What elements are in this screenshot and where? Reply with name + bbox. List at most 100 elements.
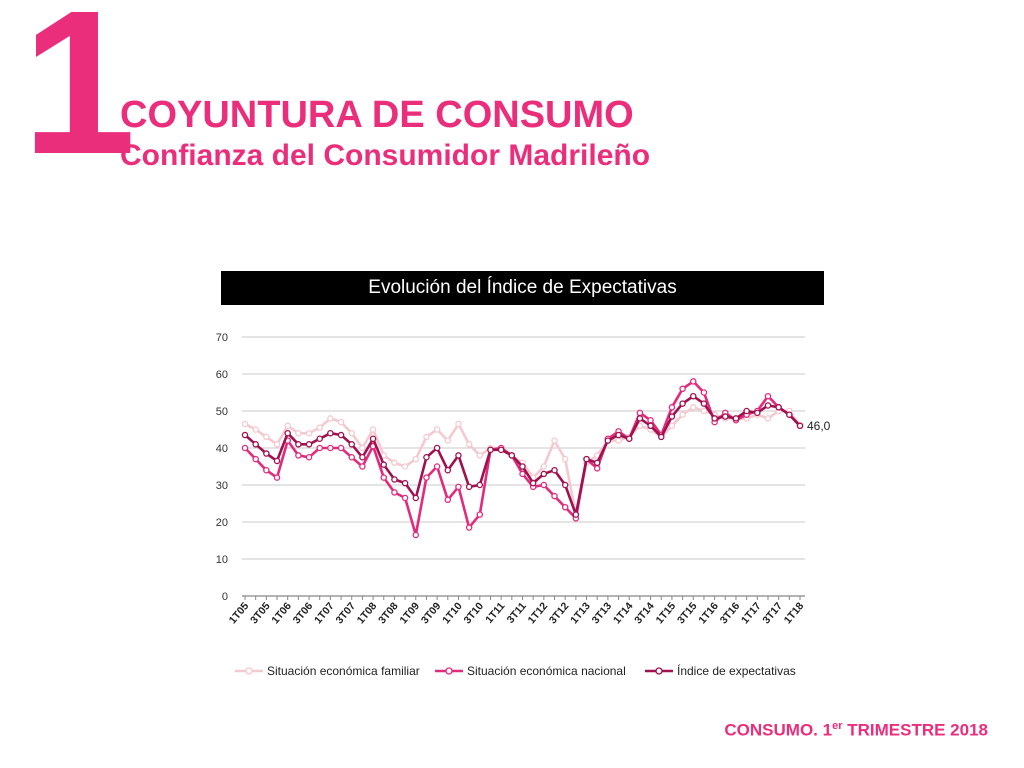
y-tick-label: 40 <box>216 443 228 455</box>
data-point <box>263 450 270 457</box>
data-point <box>327 415 334 422</box>
data-point <box>369 435 377 443</box>
data-point <box>433 444 441 452</box>
x-tick-label: 3T08 <box>376 600 401 626</box>
data-point <box>241 444 249 452</box>
data-point <box>497 446 505 454</box>
x-tick-label: 3T13 <box>590 600 615 626</box>
data-point <box>561 481 569 489</box>
data-point <box>754 409 761 417</box>
data-point <box>529 479 537 487</box>
data-point <box>455 420 462 428</box>
data-point <box>615 437 622 444</box>
data-point <box>540 481 548 489</box>
page-title: COYUNTURA DE CONSUMO <box>120 94 634 136</box>
data-point <box>444 466 452 474</box>
data-point <box>380 474 387 481</box>
data-point <box>359 463 366 470</box>
data-point <box>593 459 601 467</box>
data-point <box>604 437 612 444</box>
legend-marker <box>245 667 253 675</box>
data-point <box>359 444 366 452</box>
data-point <box>401 463 409 470</box>
data-point <box>273 457 281 465</box>
data-point <box>711 415 718 422</box>
y-tick-label: 10 <box>216 554 228 566</box>
data-point <box>690 392 697 400</box>
x-tick-label: 1T07 <box>312 600 337 626</box>
footer-prefix: CONSUMO. 1 <box>724 720 833 740</box>
series-line <box>244 380 801 537</box>
data-point <box>305 429 313 437</box>
data-point <box>551 492 558 500</box>
data-point <box>679 385 686 393</box>
data-point <box>444 437 452 444</box>
y-tick-label: 70 <box>216 332 228 344</box>
y-tick-label: 50 <box>216 406 228 418</box>
data-point <box>764 392 772 400</box>
data-point <box>465 524 473 531</box>
data-point <box>273 441 281 448</box>
data-point <box>700 389 708 396</box>
footer-label: CONSUMO. 1er TRIMESTRE 2018 <box>724 720 988 741</box>
data-point <box>263 466 270 474</box>
data-point <box>401 479 409 487</box>
data-point <box>252 441 259 448</box>
data-point <box>369 426 377 433</box>
data-point <box>700 407 708 415</box>
data-point <box>657 433 665 441</box>
data-point <box>636 409 644 417</box>
legend-label: Situación económica familiar <box>267 664 420 678</box>
x-tick-label: 1T13 <box>568 600 593 626</box>
x-tick-label: 1T09 <box>397 600 422 626</box>
data-point <box>252 426 259 433</box>
data-point <box>263 433 270 441</box>
x-tick-label: 1T14 <box>611 600 636 626</box>
data-point <box>423 474 430 481</box>
data-point <box>412 455 420 463</box>
legend-marker <box>445 667 453 675</box>
data-point <box>391 476 398 483</box>
x-tick-label: 3T12 <box>547 600 572 626</box>
footer-sup: er <box>832 720 843 732</box>
data-point <box>786 411 793 418</box>
data-point <box>593 465 601 472</box>
data-point <box>561 455 569 463</box>
data-point <box>391 459 398 467</box>
data-point <box>273 474 281 481</box>
data-point <box>764 415 772 422</box>
data-point <box>561 503 569 511</box>
x-tick-label: 3T15 <box>675 600 700 626</box>
data-point <box>295 441 302 448</box>
footer-suffix: TRIMESTRE 2018 <box>842 720 988 740</box>
section-number: 1 <box>22 0 136 197</box>
data-point <box>455 483 462 491</box>
data-point <box>380 461 387 468</box>
x-tick-label: 3T05 <box>248 600 273 626</box>
data-point <box>700 400 708 407</box>
data-point <box>551 466 558 474</box>
data-point <box>540 470 548 478</box>
y-tick-label: 20 <box>216 517 228 529</box>
data-point <box>444 496 452 504</box>
data-point <box>487 446 494 454</box>
data-point <box>284 422 291 430</box>
data-point <box>295 452 302 459</box>
data-point <box>679 411 686 418</box>
data-point <box>583 455 590 463</box>
data-point <box>647 417 654 424</box>
data-point <box>679 400 686 407</box>
data-point <box>305 453 313 461</box>
page-subtitle: Confianza del Consumidor Madrileño <box>120 139 651 172</box>
x-tick-label: 1T08 <box>355 600 380 626</box>
x-tick-label: 1T18 <box>782 600 807 626</box>
data-point <box>775 404 782 411</box>
data-point <box>412 531 420 539</box>
data-point <box>455 452 462 459</box>
x-tick-label: 1T06 <box>269 600 294 626</box>
data-point <box>433 463 441 470</box>
data-label: 46,0 <box>807 419 831 433</box>
x-tick-label: 1T16 <box>696 600 721 626</box>
data-point <box>508 452 516 459</box>
x-tick-label: 1T10 <box>440 600 465 626</box>
